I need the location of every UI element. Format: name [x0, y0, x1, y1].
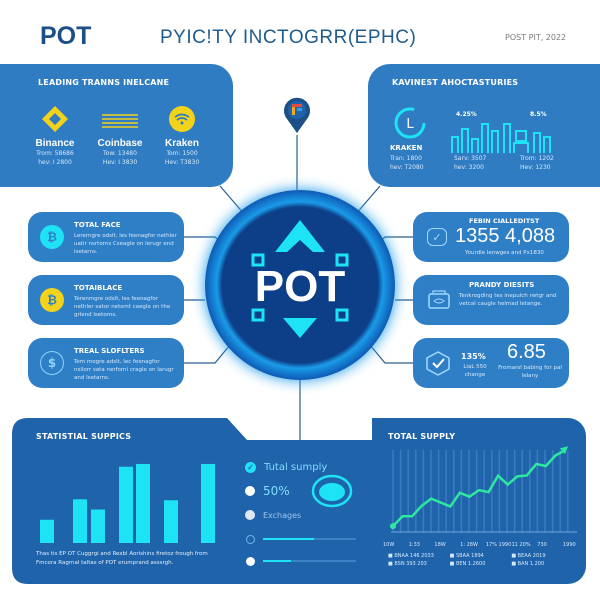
- legend-item: Exchages: [245, 503, 360, 527]
- bar: [164, 500, 178, 543]
- card-collected[interactable]: ✓ FEBIN CIALLEDITST 1355 4,088 Yourdle l…: [413, 212, 569, 262]
- exchange-binance[interactable]: Binance Trom: 58686 hev: I 2800: [20, 104, 90, 167]
- panel-title: STATISTIAL SUPPICS: [36, 432, 132, 441]
- x-tick-label: 11 20%: [511, 542, 531, 548]
- slider-1[interactable]: [263, 538, 356, 540]
- kraken-ring-icon: L: [394, 107, 426, 139]
- data-point: [449, 505, 452, 508]
- bitcoin-icon: ₿: [40, 225, 64, 249]
- x-tick-label: 1990: [563, 542, 576, 548]
- binance-diamond-icon: [42, 106, 68, 132]
- data-point: [554, 454, 557, 457]
- data-point: [535, 462, 538, 466]
- clock-circle-icon: [245, 510, 255, 520]
- page-title: PYIC!TY INCTOGRR(EPHC): [160, 27, 417, 48]
- bar: [136, 463, 150, 543]
- card-total-balance[interactable]: ₿ TOTAIBLACE Terenmgre odslt, les feenag…: [28, 275, 184, 325]
- svg-text:L: L: [406, 117, 414, 132]
- data-point: [468, 495, 471, 498]
- x-tick-label: 17% 1990: [485, 542, 512, 548]
- bitcoin-coin-icon: ₿: [40, 288, 64, 312]
- data-point: [410, 515, 414, 518]
- legend-entry: ■ BSN 393 203: [388, 561, 427, 567]
- slider-icon: [246, 556, 255, 566]
- emblem-arrows-icon: [251, 220, 349, 338]
- exchange-coinbase[interactable]: Coinbase Tow: 13480 Hev: I 3830: [85, 104, 155, 167]
- stats-legend: ✓ Tutal sumply 50% Exchages: [245, 455, 360, 527]
- legend-entry: ■ BEAA 2019: [511, 553, 546, 559]
- sliders: [246, 528, 356, 572]
- data-point: [487, 490, 490, 494]
- logo: POT: [40, 22, 92, 50]
- legend-item: 50%: [245, 479, 360, 503]
- location-pin-icon: [284, 97, 310, 133]
- data-point: [439, 501, 442, 504]
- x-axis-ticks: 10W 1:33 18W 1: 28W 17% 1990 11 20% 730 1990: [383, 542, 577, 550]
- legend-entry: ■ SBAA 1894: [449, 553, 484, 559]
- date-label: POST PIT, 2022: [505, 33, 567, 42]
- x-tick-label: 730: [537, 542, 547, 548]
- data-point: [496, 474, 500, 477]
- leading-exchanges-panel: LEADING TRANNS INELCANE Binance Trom: 58…: [0, 64, 233, 187]
- bar: [119, 466, 133, 543]
- bar: [91, 509, 105, 543]
- slider-2[interactable]: [263, 560, 356, 562]
- card-total-suppliers[interactable]: $ TREAL SLOFLTERS Tem mogre adslt, lec f…: [28, 338, 184, 388]
- check-chat-icon: ✓: [427, 228, 447, 246]
- line-chart: [390, 446, 577, 533]
- panel-title: TOTAL SUPPLY: [388, 432, 456, 441]
- x-tick-label: 1:33: [408, 542, 420, 548]
- panel-title: LEADING TRANNS INELCANE: [38, 78, 170, 87]
- statistics-panel: KAVINEST AHOCTASTURIES L KRAKEN Tran: 18…: [368, 64, 600, 187]
- dot-circle-icon: [245, 486, 255, 496]
- bar: [40, 519, 54, 543]
- card-brand-deposits[interactable]: PRANDY DIESITS Tenkrogding tes inepulch …: [413, 275, 569, 325]
- data-point: [506, 483, 509, 486]
- start-point: [390, 523, 396, 530]
- bar-chart: [40, 463, 215, 543]
- mini-bar-icons: [451, 123, 551, 153]
- coinbase-lines-icon: [102, 114, 138, 128]
- card-total-face[interactable]: ₿ TOTAL FACE Lererngre odslt, les feenag…: [28, 212, 184, 262]
- data-point: [516, 475, 519, 478]
- data-point: [420, 504, 423, 508]
- x-tick-label: 10W: [383, 542, 395, 548]
- x-tick-label: 1: 28W: [460, 542, 478, 548]
- line-legend: ■ BNAA 146 2033 ■ BSN 393 203 ■ SBAA 1894 ■…: [388, 552, 573, 568]
- kraken-wifi-icon: [169, 106, 195, 132]
- data-point: [477, 488, 481, 492]
- arrow-head: [560, 446, 568, 455]
- legend-entry: ■ BAN 1.200: [511, 561, 545, 567]
- legend-entry: ■ BNAA 146 2033: [388, 553, 434, 559]
- card-change[interactable]: 135% LiaL 550 change 6.85 Fromarsl babin…: [413, 338, 569, 388]
- coin-ellipse-icon: [311, 474, 353, 508]
- legend-item: ✓ Tutal sumply: [245, 455, 360, 479]
- check-circle-icon: ✓: [245, 461, 256, 473]
- series-line: [392, 449, 566, 527]
- data-point: [401, 515, 404, 518]
- bar: [201, 463, 215, 543]
- data-point: [525, 474, 528, 477]
- pot-emblem[interactable]: POT: [205, 190, 395, 380]
- wallet-icon: [428, 290, 450, 309]
- legend-entry: ■ BEN 1.2600: [449, 561, 486, 567]
- data-point: [544, 464, 548, 468]
- bar: [73, 499, 87, 543]
- data-point: [458, 491, 462, 494]
- dollar-icon: $: [40, 351, 64, 375]
- emblem-label: POT: [254, 262, 346, 311]
- panel-title: KAVINEST AHOCTASTURIES: [392, 78, 519, 87]
- x-tick-label: 18W: [434, 542, 446, 548]
- data-point: [430, 497, 433, 500]
- slider-icon: [246, 534, 255, 544]
- chart-caption: Thas tis EP OT Cuggrgi and Rexbl Aorishi…: [36, 551, 208, 566]
- cube-check-icon: [426, 351, 450, 376]
- exchange-kraken[interactable]: Kraken Tom: 1500 Hev: T3830: [147, 104, 217, 167]
